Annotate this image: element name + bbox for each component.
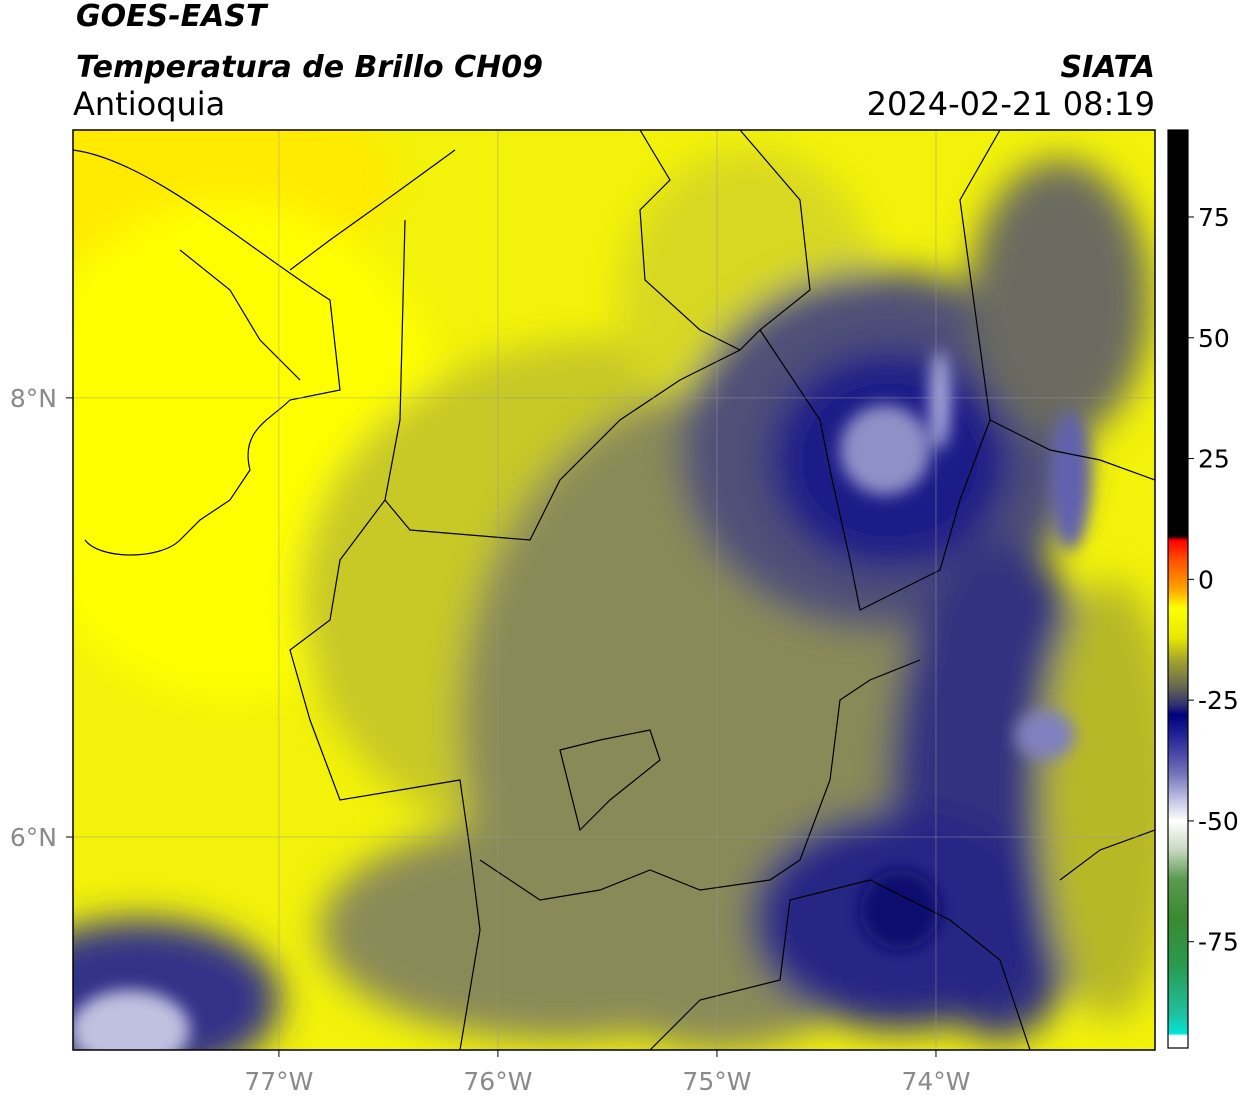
colorbar-tick-label: 75 [1198, 203, 1230, 232]
source: SIATA [1061, 50, 1155, 85]
y-tick-label: 8°N [10, 384, 57, 413]
colorbar-tick-label: 25 [1198, 445, 1230, 474]
colorbar-tick-label: 0 [1198, 565, 1214, 594]
x-tick-label: 77°W [244, 1067, 313, 1096]
title: Temperatura de Brillo CH09 [76, 50, 543, 85]
colorbar-tick-label: -25 [1198, 686, 1239, 715]
x-tick-label: 75°W [682, 1067, 751, 1096]
x-tick-label: 76°W [463, 1067, 532, 1096]
colorbar-tick-label: -75 [1198, 928, 1239, 957]
satellite: GOES-EAST [76, 0, 269, 34]
x-tick-label: 74°W [901, 1067, 970, 1096]
region: Antioquia [73, 85, 225, 123]
colorbar-tick-label: 50 [1198, 324, 1230, 353]
datetime: 2024-02-21 08:19 [867, 85, 1155, 123]
colorbar-tick-label: -50 [1198, 807, 1239, 836]
y-tick-label: 6°N [10, 823, 57, 852]
imagery [73, 130, 1155, 1050]
map-frame [72, 129, 1156, 1051]
colorbar [1167, 129, 1189, 1049]
